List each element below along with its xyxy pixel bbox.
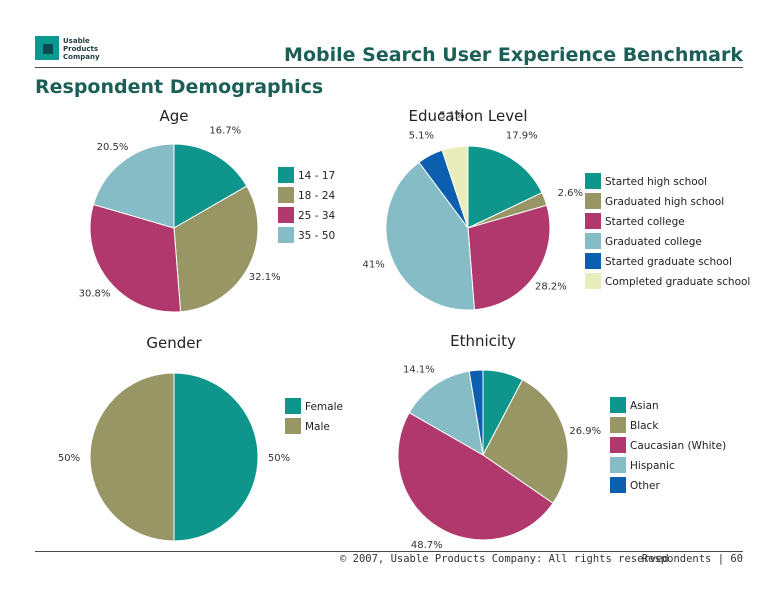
legend-label: Female: [305, 401, 343, 413]
legend-swatch: [585, 173, 601, 189]
data-label: 20.5%: [97, 142, 129, 153]
legend-swatch: [610, 437, 626, 453]
pie-slice: [173, 143, 248, 229]
data-label: 32.1%: [249, 272, 281, 283]
legend-swatch: [610, 417, 626, 433]
data-label: 26.9%: [569, 426, 601, 437]
page-title: Respondent Demographics: [35, 76, 324, 98]
legend-swatch: [285, 418, 301, 434]
data-label: 17.9%: [506, 131, 538, 142]
header-divider: [35, 67, 743, 68]
legend-swatch: [278, 167, 294, 183]
legend-swatch: [278, 227, 294, 243]
legend-label: Completed graduate school: [605, 276, 750, 288]
pie-slice: [92, 143, 175, 229]
legend-swatch: [585, 193, 601, 209]
data-label: 5.1%: [439, 110, 464, 121]
legend-label: Hispanic: [630, 460, 675, 472]
pie-slice: [173, 185, 259, 313]
legend-swatch: [585, 253, 601, 269]
legend-label: Other: [630, 480, 660, 492]
legend-swatch: [610, 457, 626, 473]
pie-slice: [441, 145, 469, 229]
header-title: Mobile Search User Experience Benchmark: [284, 44, 743, 66]
pie-slice: [89, 203, 182, 313]
logo-text: Usable Products Company: [63, 37, 100, 61]
legend-swatch: [585, 213, 601, 229]
pie-slice: [89, 372, 175, 542]
legend-label: Asian: [630, 400, 659, 412]
chart-title: Gender: [146, 334, 202, 352]
legend-label: Male: [305, 421, 330, 433]
legend-swatch: [585, 273, 601, 289]
legend-label: Started college: [605, 216, 685, 228]
chart-title: Age: [159, 107, 188, 125]
chart-title: Education Level: [408, 107, 527, 125]
footer-divider: [35, 551, 743, 552]
data-label: 41%: [362, 260, 384, 271]
legend-swatch: [610, 477, 626, 493]
pie-slice: [467, 145, 543, 229]
legend-label: 35 - 50: [298, 230, 335, 242]
data-label: 16.7%: [209, 125, 241, 136]
legend-label: Graduated high school: [605, 196, 724, 208]
company-logo: [35, 36, 59, 60]
legend-swatch: [610, 397, 626, 413]
legend-label: Graduated college: [605, 236, 702, 248]
chart-title: Ethnicity: [450, 332, 516, 350]
legend-label: 18 - 24: [298, 190, 336, 202]
pie-slice: [468, 369, 484, 456]
pie-slice: [173, 372, 259, 542]
pie-slice: [385, 161, 475, 311]
footer-section-page: Respondents | 60: [641, 553, 743, 565]
legend-label: Black: [630, 420, 659, 432]
legend-swatch: [278, 187, 294, 203]
data-label: 50%: [268, 453, 290, 464]
pie-slice: [482, 379, 569, 504]
data-label: 28.2%: [535, 281, 567, 292]
pie-slice: [467, 204, 551, 311]
legend-label: 25 - 34: [298, 210, 336, 222]
data-label: 2.6%: [558, 188, 583, 199]
pie-slice: [408, 370, 484, 456]
data-label: 30.8%: [79, 289, 111, 300]
legend-label: Started graduate school: [605, 256, 732, 268]
legend-swatch: [285, 398, 301, 414]
data-label: 14.1%: [403, 364, 435, 375]
data-label: 50%: [58, 453, 80, 464]
data-label: 5.1%: [409, 131, 434, 142]
legend-label: Caucasian (White): [630, 440, 726, 452]
legend-swatch: [585, 233, 601, 249]
footer-copyright: © 2007, Usable Products Company: All rig…: [340, 553, 669, 565]
legend-swatch: [278, 207, 294, 223]
data-label: 48.7%: [411, 540, 443, 551]
pie-slice: [397, 411, 554, 541]
legend-label: 14 - 17: [298, 170, 335, 182]
legend-label: Started high school: [605, 176, 707, 188]
